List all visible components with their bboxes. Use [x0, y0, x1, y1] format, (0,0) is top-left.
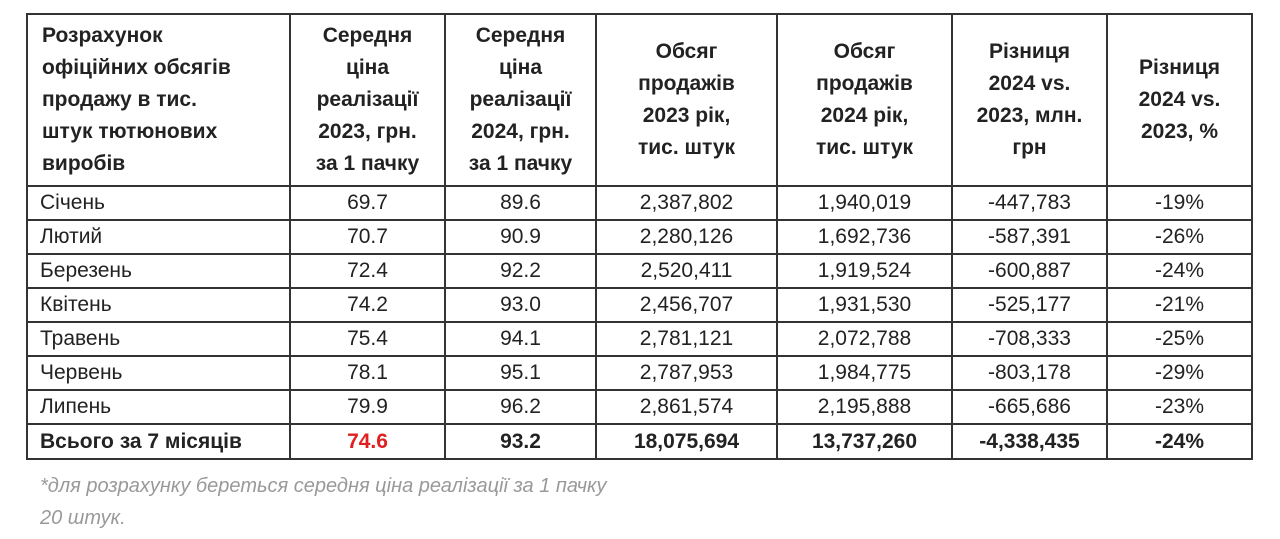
value-cell: 72.4: [289, 253, 446, 289]
header-cell: Обсяг продажів 2024 рік, тис. штук: [776, 13, 953, 187]
value-cell: -26%: [1106, 219, 1253, 255]
value-cell: -803,178: [951, 355, 1108, 391]
value-cell: 69.7: [289, 185, 446, 221]
footnote: *для розрахунку береться середня ціна ре…: [40, 475, 607, 529]
value-cell: 2,781,121: [595, 321, 778, 357]
table-row: Березень 72.4 92.2 2,520,411 1,919,524 -600,8…: [26, 253, 1253, 289]
month-cell: Червень: [26, 355, 291, 391]
header-cell: Обсяг продажів 2023 рік, тис. штук: [595, 13, 778, 187]
tobacco-sales-table: Розрахунок офіційних обсягів продажу в т…: [26, 13, 1253, 460]
header-cell: Середня ціна реалізації 2023, грн. за 1 …: [289, 13, 446, 187]
total-value: -4,338,435: [951, 423, 1108, 460]
value-cell: 1,940,019: [776, 185, 953, 221]
table-row: Січень 69.7 89.6 2,387,802 1,940,019 -447,783…: [26, 185, 1253, 221]
value-cell: -525,177: [951, 287, 1108, 323]
value-cell: -21%: [1106, 287, 1253, 323]
value-cell: -708,333: [951, 321, 1108, 357]
total-value: 93.2: [444, 423, 597, 460]
table-row: Лютий 70.7 90.9 2,280,126 1,692,736 -587,391-…: [26, 219, 1253, 255]
total-value: -24%: [1106, 423, 1253, 460]
total-row: Всього за 7 місяців 74.6 93.2 18,075,694 13,…: [26, 423, 1253, 460]
total-label: Всього за 7 місяців: [26, 423, 291, 460]
value-cell: -587,391: [951, 219, 1108, 255]
value-cell: 2,195,888: [776, 389, 953, 425]
value-cell: -23%: [1106, 389, 1253, 425]
value-cell: 93.0: [444, 287, 597, 323]
value-cell: 96.2: [444, 389, 597, 425]
table-row: Червень 78.1 95.1 2,787,953 1,984,775 -803,17…: [26, 355, 1253, 391]
value-cell: 89.6: [444, 185, 597, 221]
value-cell: 1,919,524: [776, 253, 953, 289]
value-cell: 75.4: [289, 321, 446, 357]
table-row: Травень 75.4 94.1 2,781,121 2,072,788 -708,33…: [26, 321, 1253, 357]
value-cell: -600,887: [951, 253, 1108, 289]
value-cell: 1,692,736: [776, 219, 953, 255]
value-cell: 79.9: [289, 389, 446, 425]
total-value: 13,737,260: [776, 423, 953, 460]
total-value: 18,075,694: [595, 423, 778, 460]
value-cell: -24%: [1106, 253, 1253, 289]
month-cell: Січень: [26, 185, 291, 221]
value-cell: 1,984,775: [776, 355, 953, 391]
value-cell: 2,387,802: [595, 185, 778, 221]
header-cell: Різниця 2024 vs. 2023, %: [1106, 13, 1253, 187]
value-cell: 70.7: [289, 219, 446, 255]
value-cell: 90.9: [444, 219, 597, 255]
value-cell: 78.1: [289, 355, 446, 391]
value-cell: 95.1: [444, 355, 597, 391]
header-cell: Розрахунок офіційних обсягів продажу в т…: [26, 13, 291, 187]
table-row: Липень 79.9 96.2 2,861,574 2,195,888 -665,686…: [26, 389, 1253, 425]
value-cell: 2,456,707: [595, 287, 778, 323]
month-cell: Березень: [26, 253, 291, 289]
value-cell: -665,686: [951, 389, 1108, 425]
value-cell: 92.2: [444, 253, 597, 289]
header-cell: Середня ціна реалізації 2024, грн. за 1 …: [444, 13, 597, 187]
value-cell: 94.1: [444, 321, 597, 357]
total-value: 74.6: [289, 423, 446, 460]
header-row: Розрахунок офіційних обсягів продажу в т…: [26, 13, 1253, 187]
value-cell: 1,931,530: [776, 287, 953, 323]
value-cell: -447,783: [951, 185, 1108, 221]
value-cell: 2,787,953: [595, 355, 778, 391]
month-cell: Липень: [26, 389, 291, 425]
value-cell: -25%: [1106, 321, 1253, 357]
value-cell: -29%: [1106, 355, 1253, 391]
table-row: Квітень 74.2 93.0 2,456,707 1,931,530 -525,17…: [26, 287, 1253, 323]
value-cell: 2,280,126: [595, 219, 778, 255]
month-cell: Лютий: [26, 219, 291, 255]
value-cell: 2,520,411: [595, 253, 778, 289]
value-cell: -19%: [1106, 185, 1253, 221]
value-cell: 2,072,788: [776, 321, 953, 357]
month-cell: Квітень: [26, 287, 291, 323]
header-cell: Різниця 2024 vs. 2023, млн. грн: [951, 13, 1108, 187]
month-cell: Травень: [26, 321, 291, 357]
value-cell: 2,861,574: [595, 389, 778, 425]
value-cell: 74.2: [289, 287, 446, 323]
